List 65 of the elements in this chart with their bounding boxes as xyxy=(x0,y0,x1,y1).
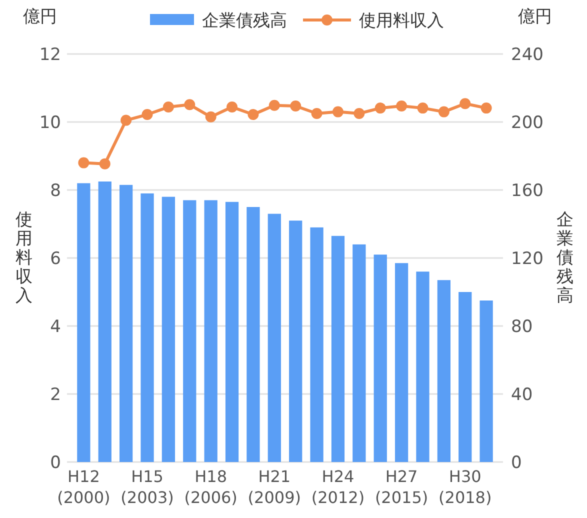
bar xyxy=(289,220,302,462)
x-tick-label: H30 (2018) xyxy=(438,467,492,507)
y-tick-label: 12 xyxy=(39,44,61,65)
bar xyxy=(268,214,281,462)
bar xyxy=(120,184,133,462)
y2-tick-label: 200 xyxy=(511,112,544,133)
point xyxy=(120,114,132,126)
bar xyxy=(331,236,345,462)
x-tick-label: H18 (2006) xyxy=(184,467,238,507)
y-tick-label: 8 xyxy=(50,180,61,201)
bar xyxy=(246,207,260,462)
bar xyxy=(480,300,493,462)
bar xyxy=(225,202,239,462)
x-tick-label: H27 (2015) xyxy=(374,467,428,507)
point xyxy=(99,158,110,170)
y2-tick-label: 0 xyxy=(511,452,522,473)
point xyxy=(78,157,90,168)
bar xyxy=(352,244,366,462)
point xyxy=(332,106,344,118)
y-tick-label: 10 xyxy=(39,112,61,133)
y-tick-label: 2 xyxy=(50,384,61,405)
y-tick-label: 6 xyxy=(50,248,61,269)
y2-tick-label: 160 xyxy=(511,180,544,201)
bar xyxy=(437,280,450,462)
bar xyxy=(77,183,90,462)
y2-axis-title: 企業債残高 xyxy=(556,210,574,306)
legend-label: 使用料収入 xyxy=(359,10,444,31)
point xyxy=(374,102,386,114)
y2-tick-label: 240 xyxy=(511,44,544,65)
point xyxy=(396,100,408,112)
x-tick-label: H15 (2003) xyxy=(120,467,174,507)
point xyxy=(205,111,216,122)
y-axis-title: 使用料収入 xyxy=(16,210,32,306)
point xyxy=(480,102,492,114)
legend-label: 企業債残高 xyxy=(202,10,287,31)
point xyxy=(417,102,428,114)
bar xyxy=(458,292,472,462)
bar xyxy=(183,200,196,462)
bar xyxy=(416,272,430,462)
x-tick-label: H21 (2009) xyxy=(248,467,302,507)
point xyxy=(248,109,259,120)
point xyxy=(460,98,471,110)
x-tick-label: H24 (2012) xyxy=(311,467,365,507)
text: 億円 xyxy=(23,7,57,27)
point xyxy=(268,100,280,111)
point xyxy=(142,109,153,120)
point xyxy=(354,108,365,119)
bar xyxy=(140,193,154,462)
text: 億円 xyxy=(518,7,552,27)
bar xyxy=(204,200,218,462)
point xyxy=(290,100,302,112)
bar xyxy=(374,254,387,462)
point xyxy=(226,102,238,113)
y2-tick-label: 80 xyxy=(511,316,533,337)
point xyxy=(184,99,196,110)
bar xyxy=(162,196,176,462)
bar xyxy=(394,263,408,462)
point xyxy=(311,108,322,119)
y-tick-label: 4 xyxy=(50,316,61,337)
point xyxy=(438,106,450,118)
bar xyxy=(310,227,324,462)
point xyxy=(162,102,174,113)
y2-tick-label: 40 xyxy=(511,384,533,405)
y2-tick-label: 120 xyxy=(511,248,544,269)
bar xyxy=(98,182,112,462)
